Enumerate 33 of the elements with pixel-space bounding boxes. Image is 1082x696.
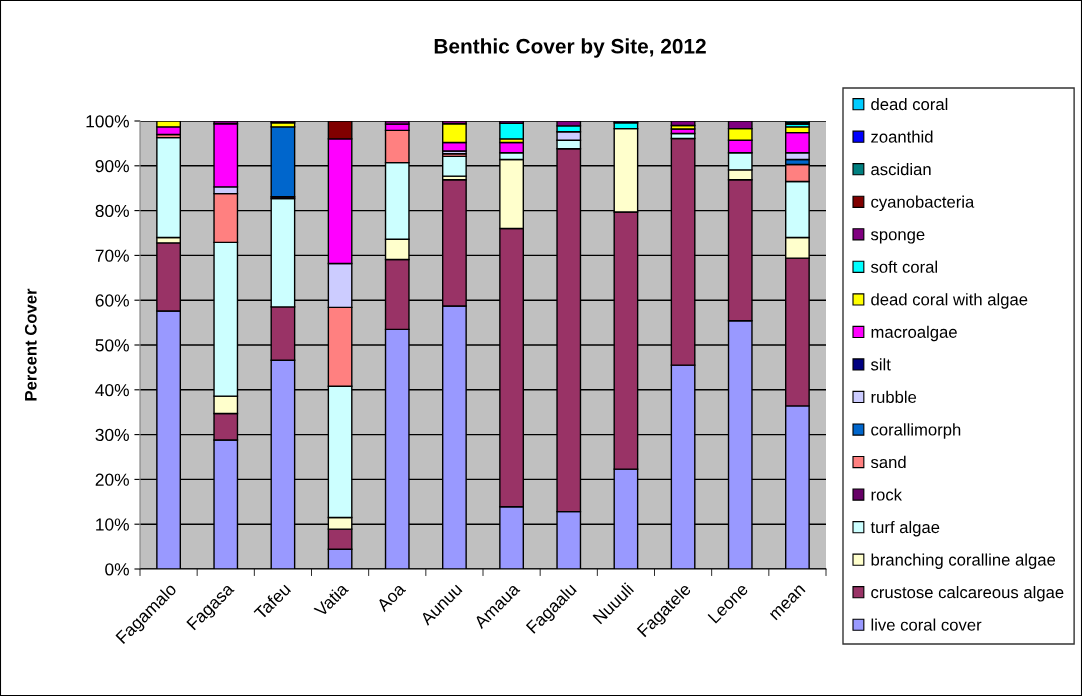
y-tick-label: 80% [95,204,129,218]
y-tick-label: 40% [95,383,129,397]
bar [499,122,524,140]
legend-label: sponge [870,231,925,244]
y-tick-label: 0% [105,563,129,576]
legend-label: corallimorph [871,423,961,439]
legend-label: live coral cover [871,618,982,631]
x-tick-label: Aoa [375,581,407,613]
chart-title: Benthic Cover by Site, 2012 [434,38,706,58]
x-tick-label: Vatia [313,581,350,618]
legend-label: dead coral [871,97,948,111]
y-tick-label: 90% [95,159,129,173]
legend-label: branching coralline algae [871,553,1056,569]
legend-label: ascidian [871,163,931,176]
y-tick-label: 30% [95,428,129,442]
legend-label: sand [870,455,906,469]
y-tick-label: 10% [96,518,129,531]
y-tick-label: 100% [86,115,129,128]
legend-label: soft coral [870,260,937,273]
legend-label: zoanthid [871,130,933,143]
legend-label: turf algae [870,520,940,537]
y-tick-label: 50% [95,339,129,352]
legend-label: rubble [871,390,917,404]
legend-label: macroalgae [871,325,957,342]
y-tick-label: 70% [95,249,129,262]
legend-label: silt [870,358,891,371]
legend-label: crustose calcareous algae [871,585,1064,602]
y-axis-title: Percent Cover [24,288,37,401]
legend-label: dead coral with algae [871,293,1028,309]
y-tick-label: 60% [95,294,129,307]
legend-label: cyanobacteria [871,195,975,212]
y-tick-label: 20% [95,473,129,486]
legend-label: rock [871,488,903,501]
